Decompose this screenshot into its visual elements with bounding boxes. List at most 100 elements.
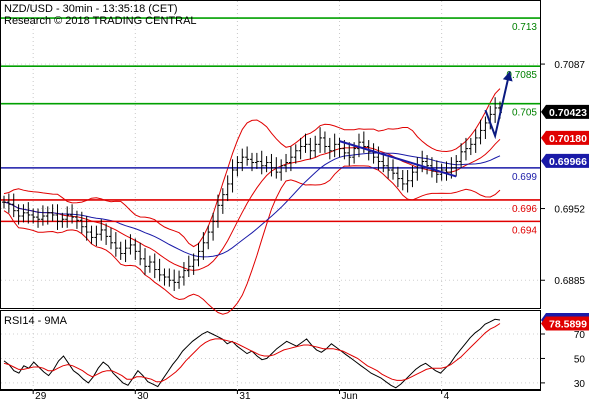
price-candle xyxy=(293,144,298,164)
rsi-title: RSI14 - 9MA xyxy=(4,315,68,327)
price-candle xyxy=(410,165,415,188)
level-label: 0.713 xyxy=(512,22,537,33)
price-candle xyxy=(478,119,483,145)
price-tag: 0.69966 xyxy=(541,153,589,168)
price-candle xyxy=(128,234,133,255)
price-candle xyxy=(104,223,109,245)
price-candle xyxy=(21,204,26,223)
rsi-tag-text: 78.5899 xyxy=(549,319,587,331)
price-candle xyxy=(381,155,386,173)
price-axis-label: 0.7087 xyxy=(554,60,585,71)
time-axis-label: 29 xyxy=(35,391,47,400)
price-candle xyxy=(463,137,468,161)
price-axis-label: 0.6952 xyxy=(554,205,585,216)
price-candle xyxy=(405,170,410,193)
price-candle xyxy=(31,208,36,224)
price-candle xyxy=(230,159,235,193)
price-candle xyxy=(211,212,216,241)
price-candle xyxy=(79,211,84,234)
price-candle xyxy=(425,155,430,175)
price-candle xyxy=(298,137,303,160)
chart-header-line1: NZD/USD - 30min - 13:35:18 (CET) xyxy=(4,3,178,15)
price-candle xyxy=(493,97,498,123)
trendline xyxy=(339,140,457,178)
price-candle xyxy=(356,133,361,158)
price-candle xyxy=(147,255,152,273)
price-tag-bg xyxy=(541,153,589,168)
price-candle xyxy=(118,241,123,260)
price-candle xyxy=(123,239,128,263)
price-candle xyxy=(483,116,488,139)
time-axis-label: 30 xyxy=(137,391,149,400)
price-candle xyxy=(386,157,391,179)
chart-header-line2: Research © 2018 TRADING CENTRAL xyxy=(4,15,197,27)
price-candle xyxy=(6,193,11,213)
price-candle xyxy=(279,159,284,181)
price-candle xyxy=(206,225,211,250)
price-candle xyxy=(201,232,206,260)
price-candle xyxy=(152,253,157,279)
price-candle xyxy=(99,219,104,241)
price-candle xyxy=(70,204,75,224)
price-candle xyxy=(468,137,473,156)
price-candle xyxy=(2,195,6,209)
price-candle xyxy=(108,227,113,250)
price-tag: 0.70180 xyxy=(541,130,589,145)
price-candle xyxy=(215,194,220,228)
price-candle xyxy=(55,204,60,230)
price-candle xyxy=(65,206,70,228)
price-candle xyxy=(332,133,337,158)
price-candle xyxy=(274,157,279,179)
price-candle xyxy=(444,161,449,181)
price-candle xyxy=(225,175,230,202)
price-candle xyxy=(186,255,191,278)
price-tag: 0.70423 xyxy=(541,104,589,119)
price-tag-text: 0.70423 xyxy=(549,107,587,119)
price-candle xyxy=(84,216,89,241)
price-candle xyxy=(459,143,464,168)
rsi-tag: 78.5899 xyxy=(541,316,589,331)
price-candle xyxy=(322,131,327,153)
level-label: 0.694 xyxy=(512,225,537,236)
price-candle xyxy=(177,270,182,289)
price-candle xyxy=(376,146,381,171)
price-tag-text: 0.70180 xyxy=(549,133,587,145)
price-tag-text: 0.69966 xyxy=(549,156,587,168)
price-axis-label: 0.6885 xyxy=(554,276,585,287)
price-candle xyxy=(308,137,313,160)
price-candle xyxy=(89,225,94,244)
price-candle xyxy=(11,193,16,218)
price-candle xyxy=(327,137,332,160)
price-candle xyxy=(429,157,434,178)
price-candle xyxy=(313,135,318,158)
price-panel-frame xyxy=(0,0,541,309)
rsi-axis-label: 30 xyxy=(574,379,586,390)
price-candle xyxy=(288,146,293,172)
price-candle xyxy=(196,242,201,267)
price-candle xyxy=(167,268,172,287)
price-candle xyxy=(395,166,400,188)
price-candle xyxy=(303,133,308,153)
price-tag-bg xyxy=(541,130,589,145)
rsi-tag-bg xyxy=(541,316,589,331)
price-candle xyxy=(172,269,177,291)
level-label: 0.7085 xyxy=(506,70,537,81)
price-candle xyxy=(181,262,186,286)
price-candle xyxy=(220,188,225,214)
price-candle xyxy=(40,205,45,226)
price-tag-bg xyxy=(541,104,589,119)
price-candle xyxy=(74,210,79,229)
price-candle xyxy=(26,202,31,224)
time-axis-label: 4 xyxy=(444,391,450,400)
level-label: 0.699 xyxy=(512,172,537,183)
price-candle xyxy=(157,258,162,282)
price-candle xyxy=(269,153,274,177)
rsi-axis-label: 70 xyxy=(574,330,586,341)
price-candle xyxy=(264,156,269,173)
price-candle xyxy=(133,238,138,260)
price-candle xyxy=(138,242,143,266)
price-candle xyxy=(113,232,118,257)
level-label: 0.705 xyxy=(512,108,537,119)
price-candle xyxy=(191,253,196,275)
price-candle xyxy=(391,159,396,180)
